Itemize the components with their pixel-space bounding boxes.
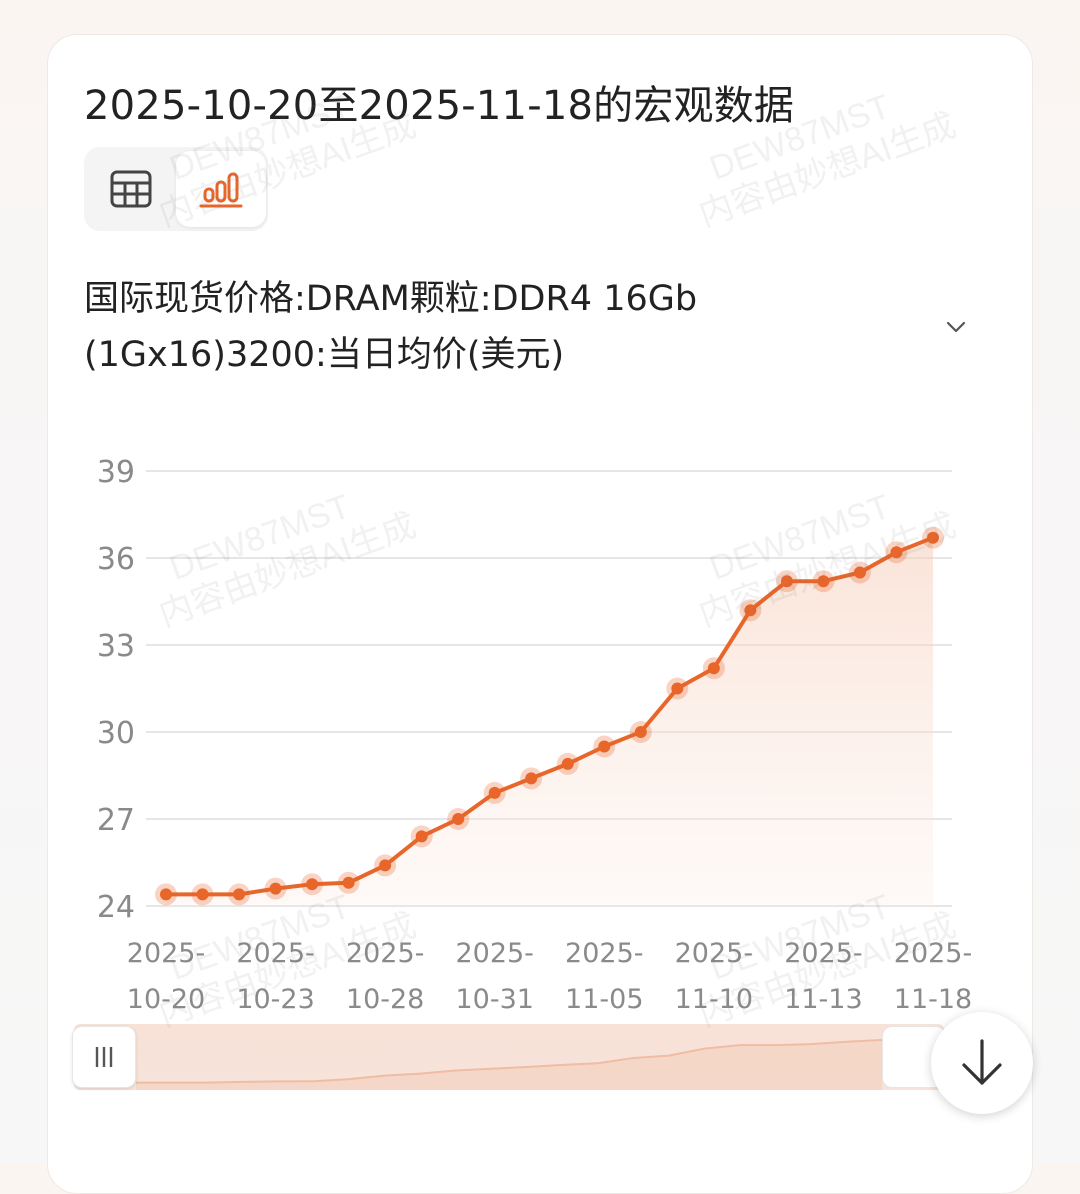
data-point-dot [634, 726, 647, 738]
data-point-dot [196, 888, 209, 901]
data-point[interactable] [191, 883, 214, 906]
data-point-dot [927, 531, 939, 544]
x-tick-label-date: 10-20 [127, 984, 205, 1015]
data-point[interactable] [702, 657, 725, 680]
data-point-dot [561, 757, 574, 770]
zoom-slider[interactable] [72, 1024, 946, 1090]
grip-icon [95, 1047, 113, 1067]
data-point-dot [780, 575, 793, 588]
data-point[interactable] [228, 883, 251, 906]
x-tick-label-date: 10-28 [346, 984, 424, 1015]
indicator-selector[interactable]: 国际现货价格:DRAM颗粒:DDR4 16Gb (1Gx16)3200:当日均价… [84, 271, 944, 383]
data-point-dot [598, 740, 611, 753]
data-point[interactable] [301, 873, 324, 896]
data-point-dot [415, 830, 428, 843]
x-tick-label-date: 11-10 [675, 984, 753, 1015]
slider-left-handle[interactable] [72, 1026, 136, 1088]
data-points [155, 526, 944, 906]
x-tick-label-date: 11-05 [565, 984, 643, 1015]
slider-track[interactable] [74, 1024, 944, 1090]
data-point-dot [707, 662, 720, 675]
x-tick-labels: 2025- 10-20 2025- 10-23 2025- 10-28 2025- 10-31… [127, 938, 972, 1015]
data-point[interactable] [374, 854, 397, 877]
data-point[interactable] [629, 721, 652, 743]
view-toggle [84, 147, 268, 231]
x-tick-label-date: 10-23 [236, 984, 314, 1015]
bar-chart-icon [199, 172, 243, 208]
y-tick-label: 33 [97, 629, 135, 664]
x-tick-label-date: 11-18 [894, 984, 972, 1015]
data-point[interactable] [666, 677, 689, 700]
table-view-button[interactable] [86, 151, 176, 227]
arrow-down-icon [962, 1039, 1002, 1085]
scroll-down-button[interactable] [931, 1012, 1033, 1114]
data-point-dot [269, 882, 282, 895]
data-point[interactable] [410, 825, 433, 848]
x-tick-label-date: 11-13 [784, 984, 862, 1015]
data-point-dot [452, 813, 465, 825]
data-point-dot [890, 546, 903, 559]
x-tick-label-year: 2025- [127, 938, 205, 969]
x-tick-label-year: 2025- [894, 938, 972, 969]
data-point[interactable] [593, 735, 616, 758]
x-tick-label-year: 2025- [784, 938, 862, 969]
table-grid-icon [110, 170, 152, 208]
x-tick-label-year: 2025- [565, 938, 643, 969]
data-point-dot [744, 604, 757, 617]
y-tick-label: 24 [97, 890, 135, 925]
y-tick-label: 36 [97, 542, 135, 577]
data-point-dot [853, 566, 866, 579]
data-point[interactable] [885, 541, 908, 564]
y-tick-label: 27 [97, 803, 135, 838]
data-point[interactable] [520, 767, 543, 790]
data-point-dot [488, 786, 501, 799]
y-tick-label: 30 [97, 716, 135, 751]
mini-area [136, 1039, 882, 1090]
data-point[interactable] [483, 781, 506, 804]
data-point-dot [233, 888, 246, 901]
data-point[interactable] [848, 561, 871, 584]
x-tick-label-year: 2025- [346, 938, 424, 969]
page-title: 2025-10-20至2025-11-18的宏观数据 [84, 83, 795, 129]
data-point[interactable] [337, 871, 360, 894]
data-point-dot [817, 575, 830, 588]
x-tick-label-date: 10-31 [455, 984, 533, 1015]
indicator-name-line2: (1Gx16)3200:当日均价(美元) [84, 335, 565, 375]
chevron-down-icon[interactable] [942, 313, 970, 341]
area-fill [166, 537, 933, 906]
data-point-dot [342, 876, 355, 889]
data-point[interactable] [155, 883, 177, 906]
x-tick-label-year: 2025- [675, 938, 753, 969]
x-tick-label-year: 2025- [236, 938, 314, 969]
x-tick-label-year: 2025- [455, 938, 533, 969]
series-line [164, 535, 935, 897]
line-chart: 24 27 30 33 36 39 2025- 10-20 2025- 10-23 2025- 10… [97, 455, 972, 1015]
data-point-dot [525, 772, 538, 785]
data-point[interactable] [264, 877, 287, 900]
data-point-dot [306, 878, 319, 891]
y-tick-labels: 24 27 30 33 36 39 [97, 455, 135, 925]
data-point[interactable] [556, 752, 579, 775]
mini-preview-line [136, 1038, 883, 1090]
y-tick-label: 39 [97, 455, 135, 490]
chart-view-button[interactable] [176, 151, 266, 227]
data-point[interactable] [775, 570, 798, 593]
data-point-dot [671, 682, 684, 695]
data-point[interactable] [812, 570, 835, 593]
data-point[interactable] [922, 526, 944, 549]
data-point[interactable] [739, 599, 762, 622]
data-point-dot [379, 859, 392, 872]
mini-line [136, 1038, 883, 1084]
series-line-path [164, 535, 935, 897]
data-point-dot [160, 888, 172, 901]
area-fill-path [166, 537, 933, 906]
data-point[interactable] [447, 808, 470, 830]
indicator-name-line1: 国际现货价格:DRAM颗粒:DDR4 16Gb [84, 279, 698, 319]
